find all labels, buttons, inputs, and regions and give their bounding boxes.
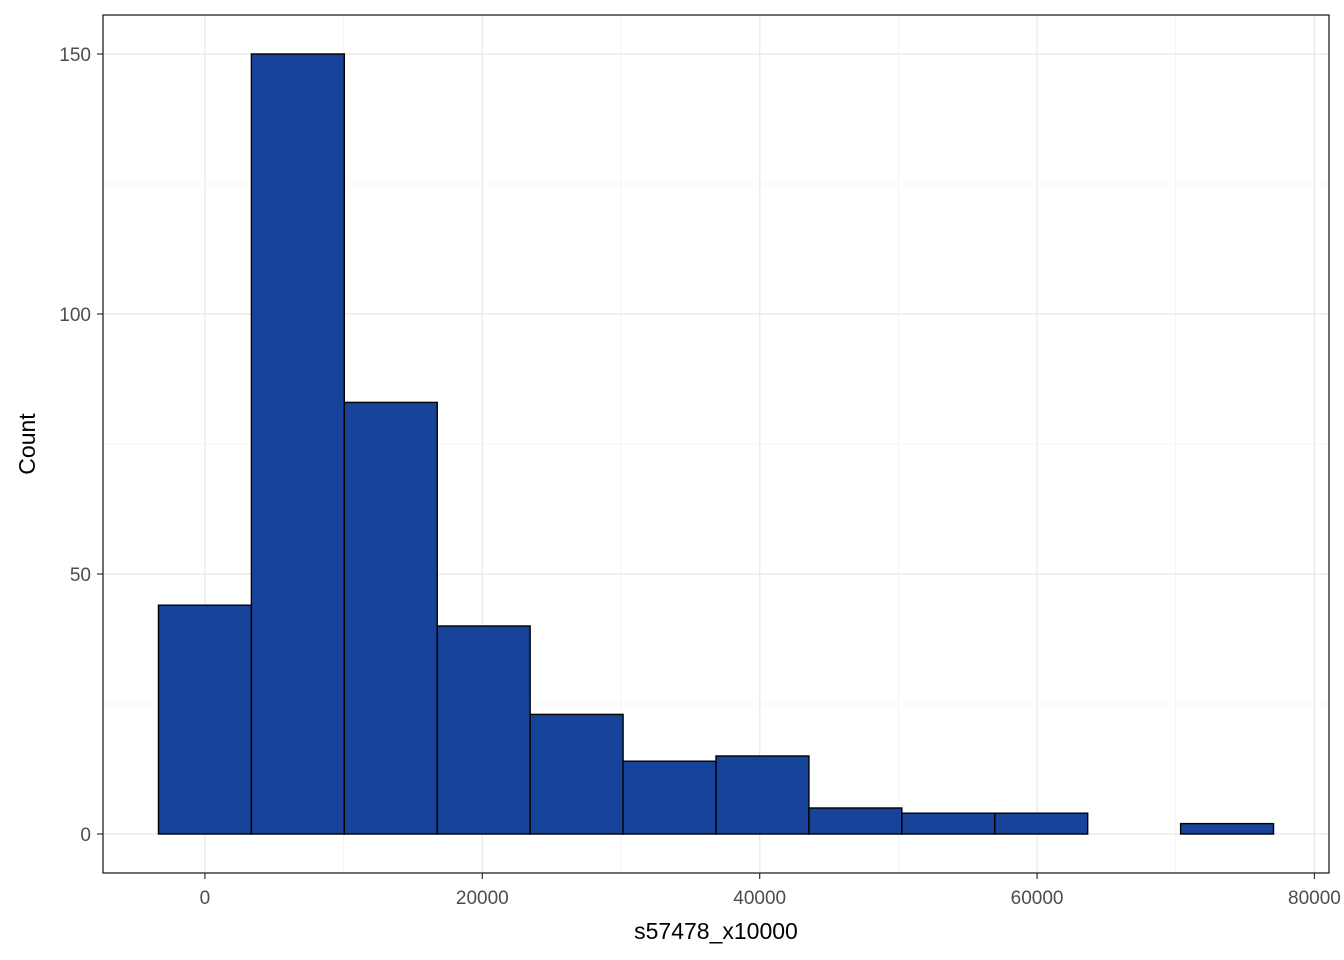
panel-border <box>102 14 1330 874</box>
histogram-bar-2 <box>250 53 346 835</box>
y-tick-label: 50 <box>70 565 91 586</box>
axis-ticks <box>97 53 1316 879</box>
x-tick-label: 0 <box>200 888 211 909</box>
histogram-bar-10 <box>994 812 1089 835</box>
x-tick-label: 60000 <box>1011 888 1064 909</box>
x-axis-title: s57478_x10000 <box>634 918 798 944</box>
x-tick-label: 20000 <box>456 888 509 909</box>
histogram-bars <box>157 53 1275 835</box>
x-tick-labels: 0 20000 40000 60000 80000 <box>200 888 1341 909</box>
y-tick-label: 150 <box>59 45 91 66</box>
histogram-bar-6 <box>622 760 717 835</box>
y-tick-labels: 0 50 100 150 <box>59 45 91 846</box>
y-tick-label: 0 <box>80 825 91 846</box>
histogram-bar-5 <box>529 713 624 835</box>
histogram-bar-8 <box>808 807 903 835</box>
x-tick-label: 80000 <box>1288 888 1341 909</box>
histogram-bar-4 <box>436 625 531 835</box>
x-tick-label: 40000 <box>733 888 786 909</box>
y-axis-title: Count <box>14 413 40 475</box>
histogram-bar-7 <box>715 755 810 835</box>
histogram-bar-1 <box>157 604 253 835</box>
y-tick-label: 100 <box>59 305 91 326</box>
histogram-bar-3 <box>343 401 438 835</box>
histogram-bar-9 <box>901 812 996 835</box>
histogram-bar-12 <box>1179 822 1275 835</box>
